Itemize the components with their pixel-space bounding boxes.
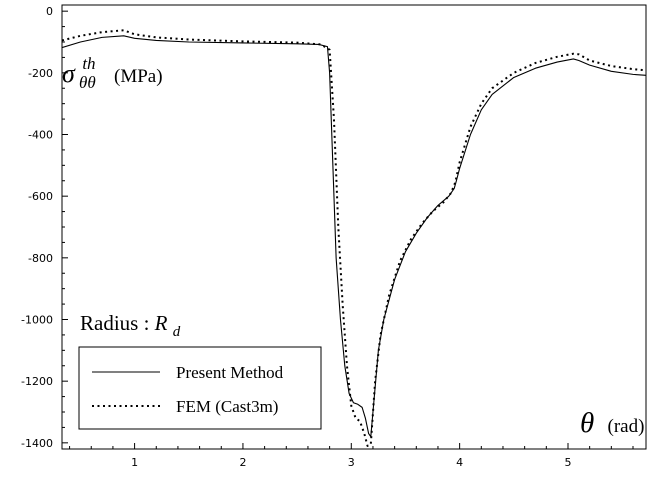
- y-axis-label: σ th θθ (MPa): [62, 46, 163, 94]
- y-tick-label: 0: [46, 5, 53, 18]
- radius-annotation: Radius : R d: [80, 311, 181, 340]
- y-tick-label: -200: [28, 67, 53, 80]
- x-axis-label: θ (rad): [580, 407, 644, 439]
- radius-annotation-subscript: d: [173, 324, 181, 340]
- axes: 1 2 3 4 5 0 -200 -400 -600 -800 -1000 -1200 -1400: [21, 4, 647, 469]
- x-tick-label: 1: [131, 456, 138, 469]
- series-layer: [62, 29, 646, 447]
- x-axis-label-unit: (rad): [608, 416, 645, 437]
- legend-box: [78, 346, 322, 430]
- x-tick-label: 4: [456, 456, 463, 469]
- radius-annotation-symbol: R: [154, 311, 168, 335]
- y-tick-label: -1400: [21, 437, 53, 450]
- y-axis-label-symbol: σ: [62, 59, 76, 88]
- legend-label-fem: FEM (Cast3m): [176, 397, 278, 416]
- x-tick-label: 2: [239, 456, 246, 469]
- y-tick-label: -1000: [21, 314, 53, 327]
- x-tick-label: 5: [564, 456, 571, 469]
- y-tick-label: -1200: [21, 375, 53, 388]
- y-tick-label: -600: [28, 190, 53, 203]
- y-axis-label-unit: (MPa): [114, 66, 163, 87]
- legend: Present Method FEM (Cast3m): [78, 346, 322, 430]
- legend-label-present-method: Present Method: [176, 363, 284, 382]
- radius-annotation-prefix: Radius :: [80, 311, 155, 335]
- y-axis-label-superscript: th: [82, 54, 95, 73]
- y-axis-label-subscript: θθ: [79, 73, 96, 92]
- y-tick-label: -400: [28, 129, 53, 142]
- series-line-present-method: [62, 35, 646, 438]
- x-tick-label: 3: [348, 456, 355, 469]
- y-tick-label: -800: [28, 252, 53, 265]
- x-axis-label-symbol: θ: [580, 407, 594, 439]
